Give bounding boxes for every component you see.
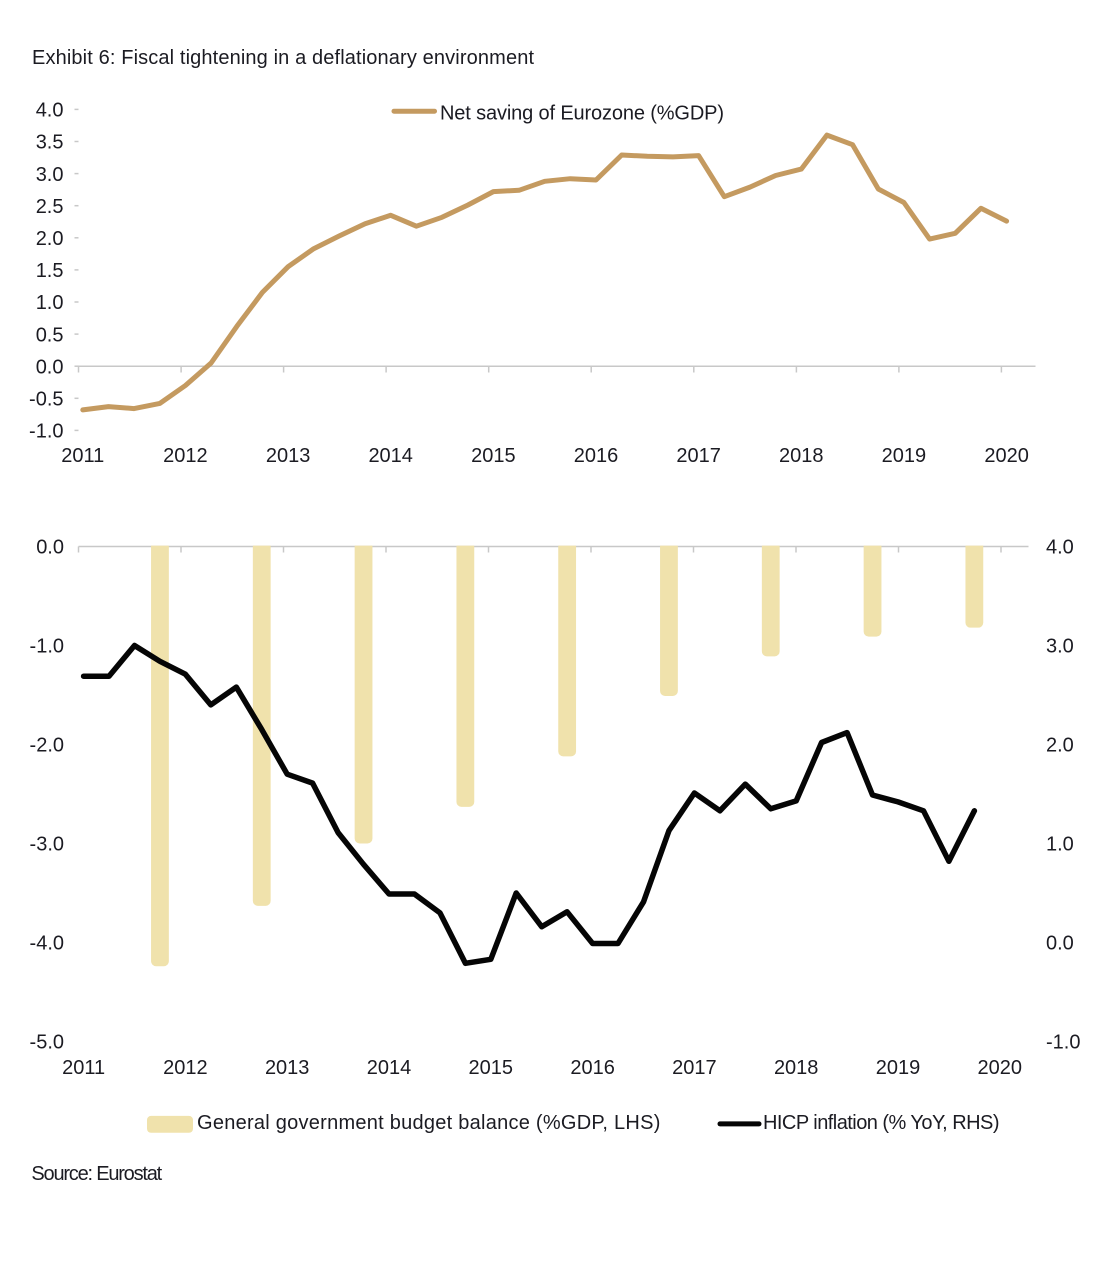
svg-text:2014: 2014 xyxy=(368,445,413,467)
svg-text:Source: Eurostat: Source: Eurostat xyxy=(31,1163,162,1185)
svg-text:2020: 2020 xyxy=(984,445,1029,467)
svg-text:1.0: 1.0 xyxy=(1046,834,1074,856)
svg-text:-4.0: -4.0 xyxy=(30,933,64,955)
svg-text:2012: 2012 xyxy=(163,1057,208,1079)
svg-text:2011: 2011 xyxy=(62,1057,105,1079)
svg-text:2013: 2013 xyxy=(265,1057,310,1079)
svg-text:2020: 2020 xyxy=(978,1057,1023,1079)
svg-text:2017: 2017 xyxy=(672,1057,717,1079)
svg-text:2016: 2016 xyxy=(574,445,619,467)
svg-text:-1.0: -1.0 xyxy=(30,636,64,658)
svg-text:2019: 2019 xyxy=(882,445,927,467)
svg-text:Exhibit 6: Fiscal tightening i: Exhibit 6: Fiscal tightening in a deflat… xyxy=(32,47,534,69)
svg-text:0.5: 0.5 xyxy=(36,324,64,346)
svg-text:2.0: 2.0 xyxy=(1046,735,1074,757)
svg-text:General government budget bala: General government budget balance (%GDP,… xyxy=(197,1112,660,1134)
svg-text:2.0: 2.0 xyxy=(36,228,64,250)
svg-text:2018: 2018 xyxy=(779,445,824,467)
svg-text:1.5: 1.5 xyxy=(36,260,64,282)
svg-text:0.0: 0.0 xyxy=(36,537,64,559)
svg-text:2017: 2017 xyxy=(676,445,721,467)
svg-text:-1.0: -1.0 xyxy=(29,421,63,443)
svg-text:2019: 2019 xyxy=(876,1057,921,1079)
svg-text:-1.0: -1.0 xyxy=(1046,1032,1080,1054)
svg-text:2013: 2013 xyxy=(266,445,311,467)
svg-text:3.0: 3.0 xyxy=(36,164,64,186)
svg-text:2.5: 2.5 xyxy=(36,196,64,218)
svg-text:4.0: 4.0 xyxy=(1046,537,1074,559)
svg-text:2014: 2014 xyxy=(367,1057,412,1079)
svg-text:2011: 2011 xyxy=(61,445,104,467)
svg-text:3.0: 3.0 xyxy=(1046,636,1074,658)
svg-text:-3.0: -3.0 xyxy=(30,834,64,856)
svg-text:3.5: 3.5 xyxy=(36,132,64,154)
svg-text:HICP inflation (% YoY, RHS): HICP inflation (% YoY, RHS) xyxy=(763,1112,1000,1134)
svg-text:2015: 2015 xyxy=(471,445,516,467)
svg-text:2012: 2012 xyxy=(163,445,208,467)
svg-text:Net saving of Eurozone (%GDP): Net saving of Eurozone (%GDP) xyxy=(440,103,724,125)
svg-text:2018: 2018 xyxy=(774,1057,819,1079)
svg-text:-5.0: -5.0 xyxy=(30,1032,64,1054)
svg-text:2016: 2016 xyxy=(570,1057,615,1079)
svg-text:-2.0: -2.0 xyxy=(30,735,64,757)
svg-text:1.0: 1.0 xyxy=(36,292,64,314)
svg-text:-0.5: -0.5 xyxy=(29,389,63,411)
svg-text:2015: 2015 xyxy=(469,1057,514,1079)
svg-text:0.0: 0.0 xyxy=(1046,933,1074,955)
svg-text:4.0: 4.0 xyxy=(36,100,64,122)
svg-text:0.0: 0.0 xyxy=(36,356,64,378)
